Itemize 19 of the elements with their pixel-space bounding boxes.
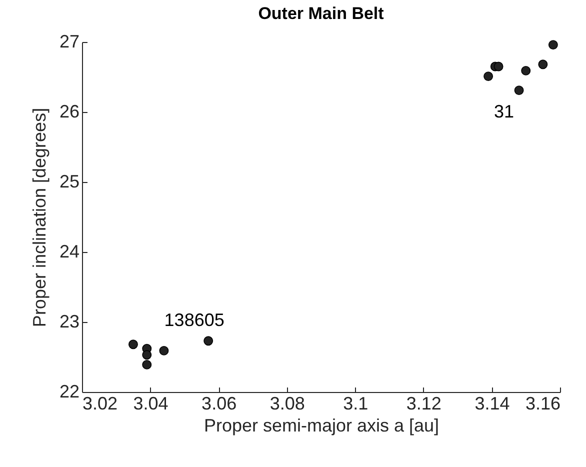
x-tick-label: 3.02 <box>82 394 118 414</box>
x-tick-label: 3.14 <box>474 394 510 414</box>
y-tick-label: 26 <box>59 102 80 122</box>
x-tick-label: 3.1 <box>343 394 368 414</box>
y-tick-label: 25 <box>59 172 80 192</box>
y-axis-title: Proper inclination [degrees] <box>29 108 50 328</box>
x-tick-label: 3.08 <box>270 394 305 414</box>
y-tick-label: 23 <box>59 312 80 332</box>
x-tick-label: 3.12 <box>406 394 442 414</box>
y-tick-label: 27 <box>59 32 80 52</box>
x-axis-title: Proper semi-major axis a [au] <box>204 416 440 436</box>
chart-title: Outer Main Belt <box>258 4 384 23</box>
annotation: 138605 <box>164 310 224 330</box>
y-tick-label: 22 <box>59 382 80 402</box>
x-tick-label: 3.04 <box>133 394 168 414</box>
annotation: 31 <box>494 101 514 122</box>
x-tick-label: 3.16 <box>525 394 560 414</box>
x-tick-label: 3.06 <box>202 394 237 414</box>
y-tick-label: 24 <box>59 242 80 262</box>
